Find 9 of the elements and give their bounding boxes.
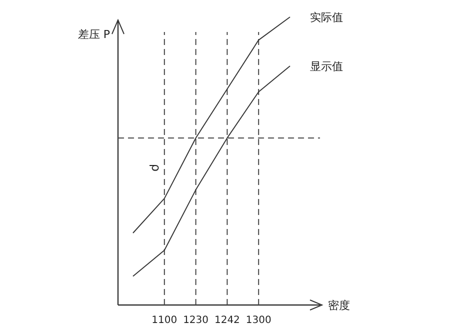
x-tick-label: 1242 [214,315,240,326]
annotation: ρ [149,164,163,172]
x-tick-label: 1230 [183,315,209,326]
y-axis-title: 差压 P [78,28,110,41]
x-tick-label: 1300 [246,315,272,326]
x-axis-title: 密度 [328,299,350,312]
x-tick-label: 1100 [152,315,178,326]
series-label: 实际值 [310,11,343,24]
series-label: 显示值 [310,60,343,73]
